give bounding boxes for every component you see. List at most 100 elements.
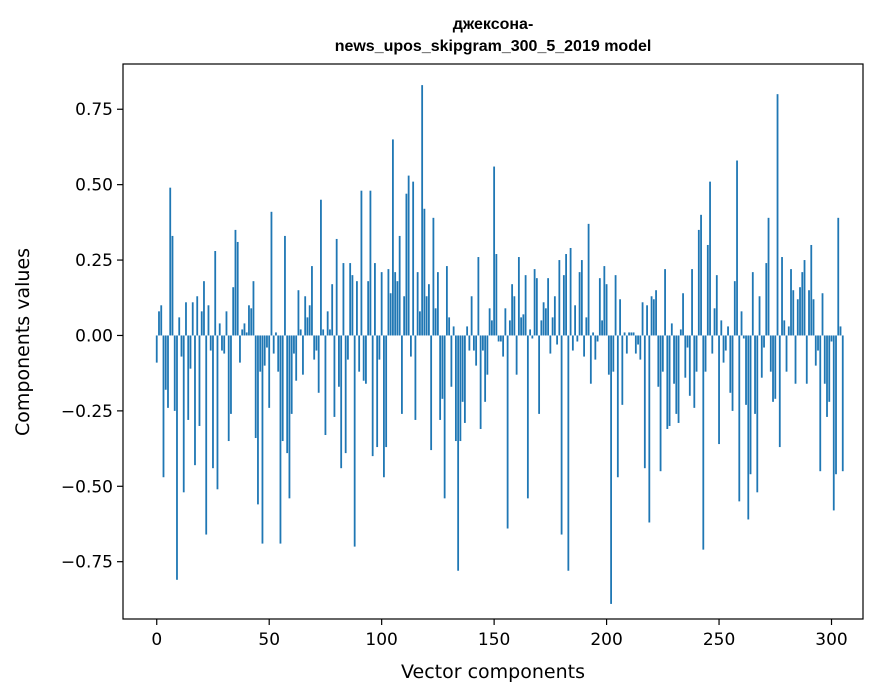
- bar: [661, 335, 664, 372]
- bar: [468, 335, 471, 351]
- bar: [209, 335, 212, 351]
- bar: [484, 335, 487, 402]
- bar: [385, 335, 388, 448]
- bar: [450, 335, 453, 387]
- y-tick-label: −0.50: [61, 477, 113, 497]
- bar: [702, 335, 705, 550]
- bar: [796, 299, 799, 336]
- bar: [490, 320, 493, 336]
- bar: [736, 160, 738, 336]
- bar: [578, 272, 581, 336]
- bar: [463, 335, 466, 423]
- bar: [738, 335, 741, 502]
- y-tick-label: 0.00: [75, 326, 113, 346]
- bar: [288, 335, 291, 499]
- bar: [569, 247, 572, 336]
- bar: [646, 305, 648, 336]
- bar: [349, 263, 352, 336]
- bar: [454, 335, 457, 442]
- bar: [392, 139, 394, 336]
- bar: [351, 275, 354, 336]
- bar: [331, 284, 334, 336]
- bar: [383, 335, 385, 478]
- bar: [673, 335, 675, 384]
- bar: [162, 335, 165, 478]
- bar: [439, 335, 442, 420]
- bar: [841, 335, 844, 472]
- bar: [799, 287, 801, 336]
- bar: [398, 235, 401, 336]
- bar: [445, 266, 448, 336]
- bar: [688, 335, 691, 396]
- bar: [338, 335, 340, 387]
- bar: [632, 332, 635, 336]
- bar: [675, 335, 678, 414]
- bar: [178, 317, 181, 336]
- bar: [223, 335, 226, 354]
- bar: [371, 335, 374, 457]
- bar: [241, 329, 244, 336]
- bar: [203, 281, 205, 336]
- bar: [412, 181, 415, 336]
- bar: [218, 323, 221, 336]
- bar: [691, 269, 693, 336]
- bar: [826, 335, 828, 417]
- bar: [603, 266, 606, 336]
- bar: [216, 335, 219, 490]
- bar: [837, 217, 840, 336]
- bar: [410, 335, 412, 357]
- bar: [243, 323, 246, 336]
- bar: [778, 335, 781, 448]
- bar: [248, 305, 250, 336]
- bar: [419, 311, 421, 336]
- bar: [299, 329, 302, 336]
- bar: [459, 335, 462, 442]
- bar: [457, 335, 460, 571]
- x-axis-ticks: 0 50 100 150 200 250 300: [151, 619, 848, 650]
- bar: [682, 293, 684, 336]
- bar: [198, 335, 201, 426]
- bar: [706, 244, 709, 336]
- bar: [720, 320, 723, 336]
- bar: [616, 335, 619, 478]
- bar: [801, 272, 804, 336]
- bar: [711, 335, 714, 354]
- bar: [634, 335, 637, 354]
- bar: [423, 208, 426, 336]
- bar: [733, 281, 736, 336]
- bar: [664, 269, 666, 336]
- bar: [326, 311, 329, 336]
- bar: [571, 335, 574, 351]
- bar: [272, 335, 275, 354]
- bar: [830, 335, 833, 342]
- bar: [472, 335, 475, 351]
- bar: [650, 296, 653, 336]
- bar: [731, 335, 734, 411]
- bar: [817, 335, 819, 351]
- x-tick-label: 250: [703, 630, 735, 650]
- bar: [342, 263, 345, 336]
- bar: [693, 335, 696, 408]
- bar: [670, 323, 673, 336]
- bar: [531, 335, 534, 339]
- bar: [230, 335, 232, 414]
- bar: [344, 335, 347, 454]
- bar: [155, 335, 158, 363]
- bar: [407, 175, 410, 336]
- bar: [729, 335, 732, 393]
- bar: [320, 199, 322, 336]
- bar: [823, 335, 826, 384]
- bar: [317, 335, 320, 393]
- bar: [828, 335, 831, 402]
- bar: [715, 275, 718, 336]
- bar: [641, 302, 644, 336]
- bar: [767, 217, 770, 336]
- bar: [756, 335, 759, 493]
- bar: [508, 320, 511, 336]
- bar: [428, 284, 430, 336]
- bar: [812, 299, 815, 336]
- x-tick-label: 200: [590, 630, 622, 650]
- bar: [245, 332, 248, 336]
- bar: [835, 335, 837, 475]
- bar: [430, 335, 433, 451]
